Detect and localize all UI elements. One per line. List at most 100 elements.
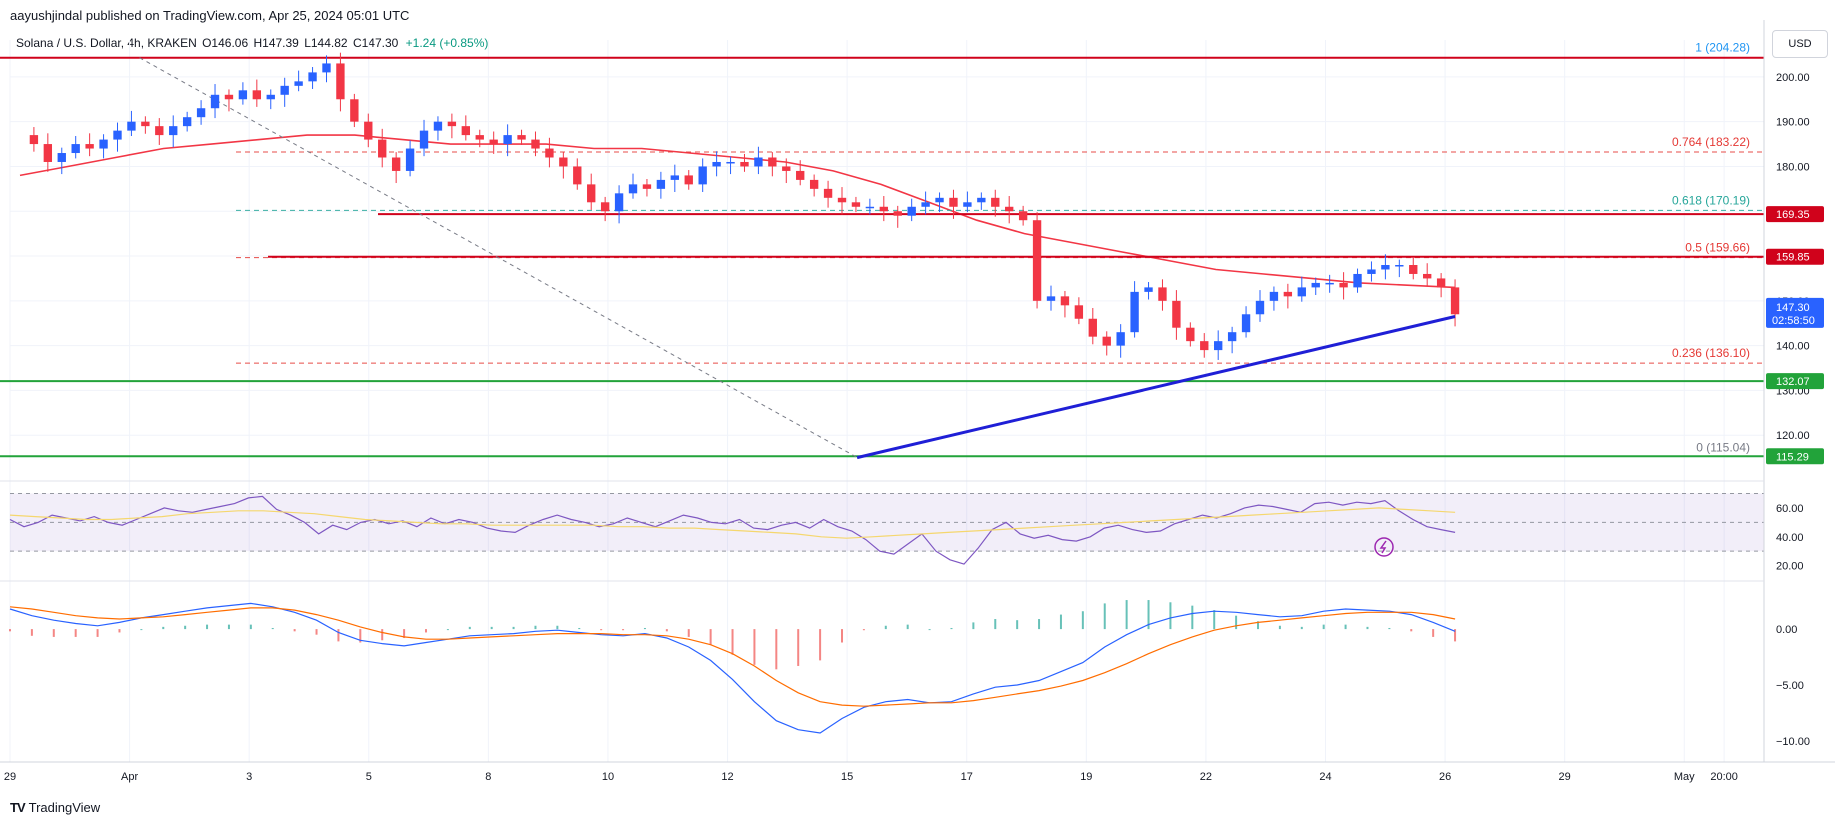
candle-body [935,197,944,203]
candle-body [670,175,679,180]
price-axis: 200.00190.00180.00170.00160.00150.00140.… [0,20,1835,763]
macd-histogram-bar [359,629,362,643]
level-price-label: 115.29 [1776,451,1809,463]
macd-histogram-bar [315,629,318,635]
candle-body [879,206,888,212]
macd-tick-label: 0.00 [1776,624,1797,636]
time-tick-label: 8 [485,771,491,783]
candle-body [754,157,763,167]
candle-body [698,166,707,185]
time-tick-label: May [1674,771,1695,783]
time-tick-label: 22 [1200,771,1212,783]
macd-histogram-bar [687,629,690,637]
candle-body [851,202,861,207]
candle-body [809,179,819,189]
time-tick-label: 12 [721,771,733,783]
candle-body [127,121,136,131]
fib-labels-layer: 1 (204.28) 0.764 (183.22) 0.618 (170.19) 0.… [1672,41,1750,455]
macd-histogram-bar [206,624,209,630]
time-axis: 29 Apr 3 5 8 10 12 15 17 19 22 24 26 29 May 20:00 [4,771,1738,783]
macd-histogram-bar [96,629,99,637]
candle-body [1172,300,1181,328]
macd-tick-label: −5.00 [1776,680,1804,692]
symbol-legend: Solana / U.S. Dollar, 4h, KRAKEN O146.06… [16,36,488,50]
macd-histogram-bar [337,629,340,642]
macd-histogram-bar [1125,600,1128,630]
candle-body [1130,291,1139,333]
macd-histogram-bar [1147,600,1150,630]
candle-body [907,206,916,216]
macd-histogram-bar [1366,626,1369,630]
macd-histogram-bar [118,629,121,633]
candle-body [280,85,289,95]
fib-level-label: 0.618 (170.19) [1672,193,1750,207]
macd-histogram-bar [249,624,252,630]
candle-body [308,72,317,82]
signal-line [9,606,1456,707]
candle-body [559,157,568,167]
macd-histogram-bar [74,629,77,637]
currency-button[interactable]: USD [1772,30,1828,58]
macd-histogram-bar [1322,624,1325,630]
candle-body [85,144,94,149]
macd-pane [9,600,1457,734]
publisher-line: aayushjindal published on TradingView.co… [10,8,410,23]
candle-body [378,139,387,158]
macd-histogram-bar [468,626,471,630]
macd-histogram-bar [403,629,406,639]
macd-histogram-bar [1410,629,1413,632]
level-lines [0,56,1764,458]
time-tick-label: 5 [366,771,372,783]
price-tick-label: 200.00 [1776,72,1810,84]
candle-body [461,126,470,136]
current-price-label: 147.30 [1776,302,1810,314]
tradingview-logo-icon: TV [10,800,26,815]
candle-body [1297,287,1306,297]
macd-tick-label: −10.00 [1776,736,1810,748]
macd-histogram-bar [1344,624,1347,630]
footer-brand: TV TradingView [10,800,100,815]
candle-body [517,135,526,140]
level-price-tag [1766,373,1824,390]
macd-histogram-bar [446,629,449,631]
macd-histogram-bar [643,627,646,630]
macd-histogram-bar [819,629,822,661]
macd-histogram-bar [1300,626,1303,630]
candle-body [489,139,498,145]
candle-body [99,139,108,149]
macd-histogram-bar [622,629,625,631]
time-tick-label: 20:00 [1710,771,1738,783]
candle-body [1395,265,1404,267]
countdown-label: 02:58:50 [1772,315,1815,327]
macd-histogram-bar [753,629,756,665]
candle-body [921,202,930,207]
macd-histogram-bar [1191,605,1194,630]
candle-body [531,139,540,149]
macd-histogram-bar [1454,629,1457,642]
fib-level-label: 0 (115.04) [1696,440,1750,454]
level-price-label: 159.85 [1776,252,1810,264]
price-tick-label: 190.00 [1776,117,1810,129]
price-tick-label: 140.00 [1776,341,1810,353]
candle-body [1381,265,1390,270]
candle-body [294,81,303,86]
candle-body [1158,287,1167,301]
candle-body [141,121,150,127]
candle-body [29,135,39,145]
rsi-tick-label: 20.00 [1776,561,1804,573]
macd-histogram-bar [1432,629,1435,637]
candle-body [726,161,735,164]
candle-body [1102,336,1111,346]
macd-histogram-bar [271,627,274,630]
candle-body [1241,314,1251,333]
symbol-name[interactable]: Solana / U.S. Dollar, 4h, KRAKEN [16,36,197,50]
price-tick-label: 180.00 [1776,161,1810,173]
macd-histogram-bar [1278,625,1281,630]
macd-histogram-bar [972,622,975,630]
macd-histogram-bar [709,629,712,645]
candle-body [155,126,164,136]
candle-body [545,148,554,158]
candle-body [1423,273,1432,279]
candle-body [1353,273,1362,288]
